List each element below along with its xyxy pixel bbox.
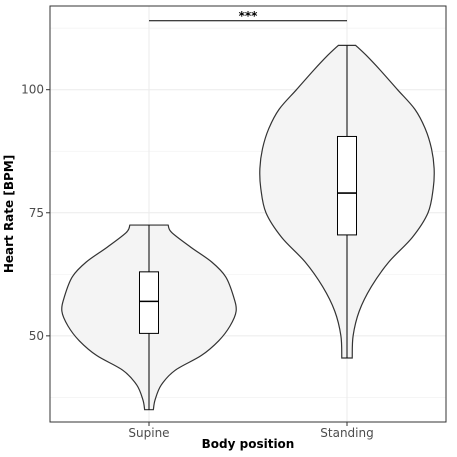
- y-axis-title: Heart Rate [BPM]: [2, 155, 16, 273]
- x-axis-title: Body position: [202, 437, 295, 451]
- x-tick-label: Standing: [320, 426, 373, 440]
- annotations: ***: [149, 9, 347, 23]
- boxplots: [138, 45, 358, 410]
- y-tick-label: 75: [29, 206, 44, 220]
- axes: 50 75 100 Supine Standing: [21, 83, 374, 440]
- y-tick-label: 100: [21, 83, 44, 97]
- significance-label: ***: [239, 9, 259, 23]
- box-standing: [336, 135, 358, 236]
- y-tick-label: 50: [29, 329, 44, 343]
- x-tick-label: Supine: [128, 426, 169, 440]
- plot-border: [49, 5, 447, 423]
- box-supine: [138, 271, 160, 334]
